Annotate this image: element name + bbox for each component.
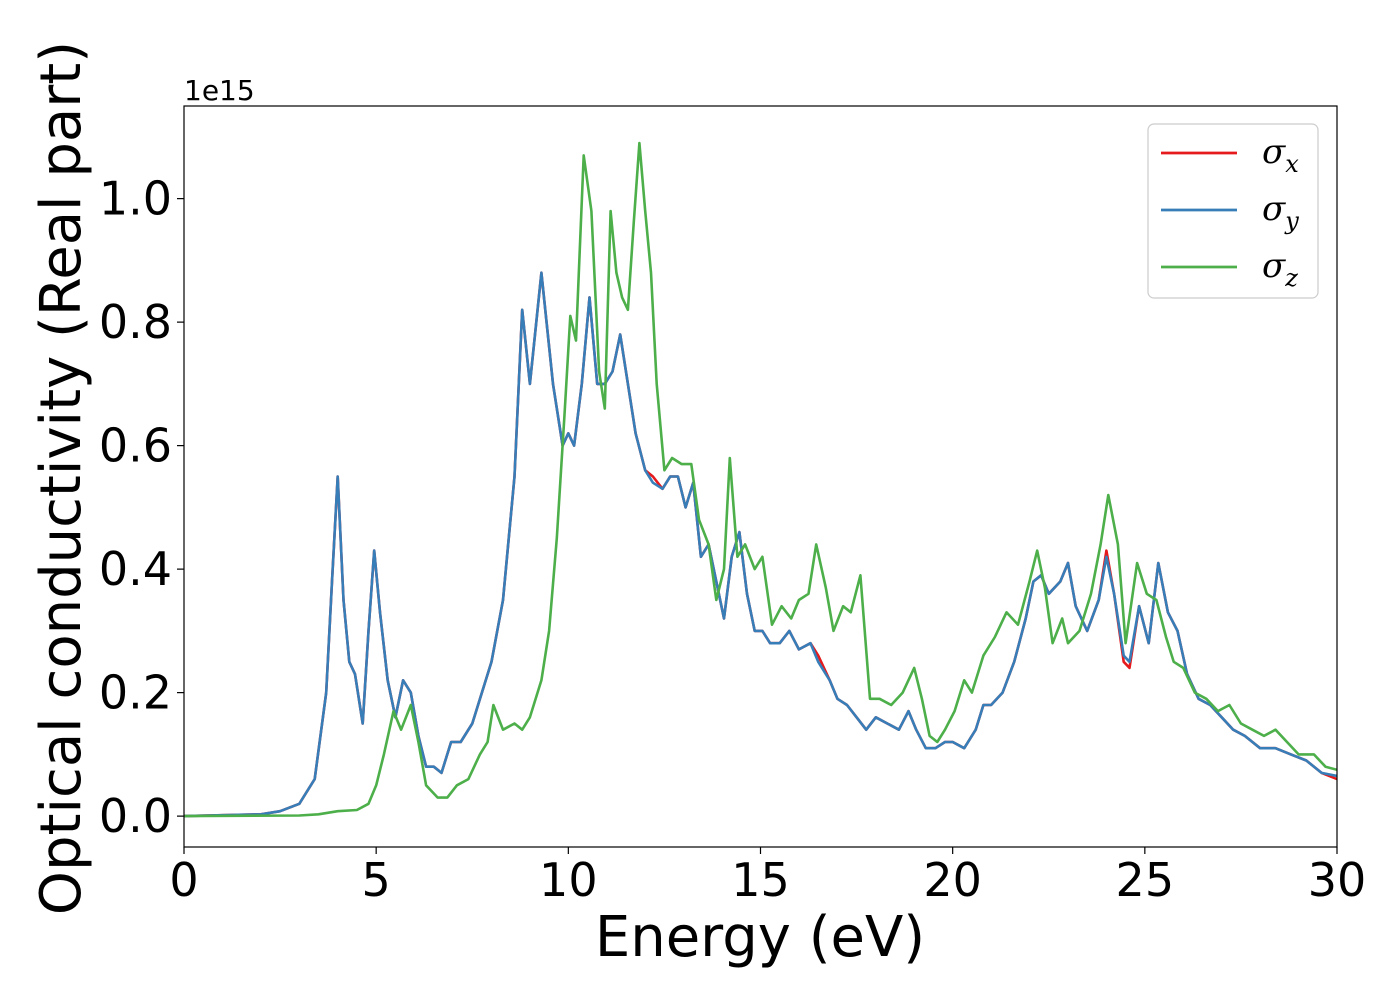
x-tick-label: 30 <box>1308 853 1367 907</box>
y-offset-text: 1e15 <box>184 74 255 107</box>
series-line-x <box>184 271 1337 818</box>
legend: σx σy σz <box>1147 123 1319 299</box>
series-layer <box>184 141 1337 818</box>
x-axis-ticks: 0 5 10 15 20 25 30 <box>169 847 1366 907</box>
y-axis-title: Optical conductivity (Real part) <box>29 41 94 915</box>
y-tick-label: 0.8 <box>99 295 172 349</box>
x-axis-title: Energy (eV) <box>595 905 925 970</box>
x-tick-label: 10 <box>539 853 598 907</box>
x-tick-label: 20 <box>923 853 982 907</box>
y-tick-label: 0.6 <box>99 419 172 473</box>
x-tick-label: 5 <box>362 853 391 907</box>
y-tick-label: 0.2 <box>99 666 172 720</box>
y-tick-label: 0.4 <box>99 542 172 596</box>
legend-label-z: σz <box>1262 246 1298 292</box>
series-line-y <box>184 271 1337 818</box>
legend-label-x: σx <box>1262 132 1299 178</box>
y-axis-ticks: 0.0 0.2 0.4 0.6 0.8 1.0 <box>99 172 184 843</box>
x-tick-label: 15 <box>731 853 790 907</box>
x-tick-label: 25 <box>1116 853 1175 907</box>
series-line-z <box>184 141 1337 818</box>
y-tick-label: 1.0 <box>99 172 172 226</box>
x-tick-label: 0 <box>169 853 198 907</box>
y-tick-label: 0.0 <box>99 789 172 843</box>
legend-label-y: σy <box>1262 189 1299 235</box>
